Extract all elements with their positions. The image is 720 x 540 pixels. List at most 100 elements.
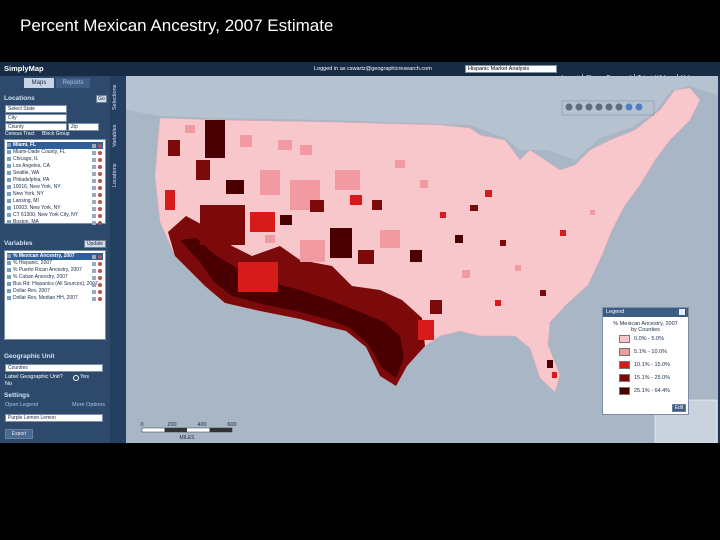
radio[interactable]	[73, 375, 79, 381]
remove-icon[interactable]	[98, 289, 102, 294]
map-tool[interactable]	[575, 103, 583, 111]
county-input[interactable]: County	[5, 123, 67, 131]
remove-icon[interactable]	[98, 261, 102, 266]
edit-icon[interactable]	[92, 213, 96, 218]
remove-icon[interactable]	[98, 206, 102, 211]
unit-select[interactable]: Counties	[5, 364, 103, 372]
list-item[interactable]: Seattle, WA	[7, 170, 103, 177]
edit-icon[interactable]	[92, 220, 96, 225]
map-tool[interactable]	[605, 103, 613, 111]
edit-icon[interactable]	[92, 275, 96, 280]
list-item[interactable]: Lansing, MI	[7, 198, 103, 205]
app-logo[interactable]: SimplyMap	[4, 64, 44, 73]
map-tool[interactable]	[585, 103, 593, 111]
map-tool[interactable]	[595, 103, 603, 111]
remove-icon[interactable]	[98, 275, 102, 280]
project-select[interactable]: Hispanic Market Analysis	[465, 65, 557, 73]
list-item[interactable]: CT 61300, New York City, NY	[7, 212, 103, 219]
map[interactable]: 0 200 400 600 MILES	[126, 76, 718, 443]
side-tab[interactable]: Locations	[112, 163, 118, 187]
list-item[interactable]: 10016, New York, NY	[7, 184, 103, 191]
map-tool[interactable]	[565, 103, 573, 111]
remove-icon[interactable]	[98, 157, 102, 162]
more-options-link[interactable]: More Options	[72, 402, 106, 408]
list-item[interactable]: % Mexican Ancestry, 2007	[7, 253, 103, 260]
edit-icon[interactable]	[92, 289, 96, 294]
remove-icon[interactable]	[98, 213, 102, 218]
edit-icon[interactable]	[92, 268, 96, 273]
legend-edit[interactable]: Edit	[672, 404, 686, 412]
county-patch	[335, 170, 360, 190]
side-tab[interactable]: Selections	[112, 84, 118, 110]
map-tool[interactable]	[635, 103, 643, 111]
edit-icon[interactable]	[92, 171, 96, 176]
edit-icon[interactable]	[92, 150, 96, 155]
list-item[interactable]: New York, NY	[7, 191, 103, 198]
list-item[interactable]: % Hispanic, 2007	[7, 260, 103, 267]
radio-label[interactable]: No	[5, 381, 13, 387]
remove-icon[interactable]	[98, 185, 102, 190]
remove-icon[interactable]	[98, 268, 102, 273]
list-item[interactable]: Bus Rd: Hispanics (All Sources), 2007	[7, 281, 103, 288]
list-item[interactable]: Dollar Rev, 2007	[7, 288, 103, 295]
edit-icon[interactable]	[92, 206, 96, 211]
list-item[interactable]: Philadelphia, PA	[7, 177, 103, 184]
remove-icon[interactable]	[98, 220, 102, 225]
edit-icon[interactable]	[92, 143, 96, 148]
open-legend-link[interactable]: Open Legend	[5, 402, 39, 408]
edit-icon[interactable]	[92, 157, 96, 162]
list-item[interactable]: Dollar Rev, Median HH, 2007	[7, 295, 103, 302]
edit-icon[interactable]	[92, 185, 96, 190]
county-patch	[310, 200, 324, 212]
map-tool[interactable]	[625, 103, 633, 111]
item-icon	[7, 274, 11, 279]
remove-icon[interactable]	[98, 254, 102, 259]
export-button[interactable]: Export	[5, 429, 33, 439]
remove-icon[interactable]	[98, 164, 102, 169]
tract-link[interactable]: Census Tract	[5, 131, 35, 137]
edit-icon[interactable]	[92, 192, 96, 197]
map-tool[interactable]	[615, 103, 623, 111]
city-input[interactable]: City	[5, 114, 67, 122]
tab-reports[interactable]: Reports	[56, 78, 90, 88]
item-label: Lansing, MI	[13, 198, 39, 204]
remove-icon[interactable]	[98, 150, 102, 155]
remove-icon[interactable]	[98, 192, 102, 197]
tab-maps[interactable]: Maps	[24, 78, 54, 88]
remove-icon[interactable]	[98, 178, 102, 183]
remove-icon[interactable]	[98, 199, 102, 204]
list-item[interactable]: Chicago, IL	[7, 156, 103, 163]
theme-select[interactable]: Purple Lemon Lemon	[5, 414, 103, 422]
edit-icon[interactable]	[92, 261, 96, 266]
item-label: 10003, New York, NY	[13, 205, 61, 211]
side-tab[interactable]: Variables	[112, 124, 118, 148]
county-patch	[462, 270, 470, 278]
legend-close[interactable]	[679, 309, 685, 315]
list-item[interactable]: % Cuban Ancestry, 2007	[7, 274, 103, 281]
state-select[interactable]: Select State	[5, 105, 67, 113]
item-label: Los Angeles, CA	[13, 163, 50, 169]
item-icon	[7, 288, 11, 293]
edit-icon[interactable]	[92, 164, 96, 169]
edit-icon[interactable]	[92, 282, 96, 287]
remove-icon[interactable]	[98, 171, 102, 176]
remove-icon[interactable]	[98, 296, 102, 301]
remove-icon[interactable]	[98, 143, 102, 148]
list-item[interactable]: 10003, New York, NY	[7, 205, 103, 212]
edit-icon[interactable]	[92, 296, 96, 301]
radio-label[interactable]: Yes	[80, 374, 89, 380]
list-item[interactable]: % Puerto Rican Ancestry, 2007	[7, 267, 103, 274]
list-item[interactable]: Boston, MA	[7, 219, 103, 226]
edit-icon[interactable]	[92, 178, 96, 183]
edit-icon[interactable]	[92, 254, 96, 259]
update-button[interactable]: Update	[84, 240, 106, 248]
list-item[interactable]: Miami-Dade County, FL	[7, 149, 103, 156]
list-item[interactable]: Miami, FL	[7, 142, 103, 149]
block-link[interactable]: Block Group	[42, 131, 70, 137]
go-button[interactable]: Go	[96, 95, 107, 103]
county-patch	[395, 160, 405, 168]
edit-icon[interactable]	[92, 199, 96, 204]
remove-icon[interactable]	[98, 282, 102, 287]
zip-input[interactable]: Zip	[68, 123, 99, 131]
list-item[interactable]: Los Angeles, CA	[7, 163, 103, 170]
